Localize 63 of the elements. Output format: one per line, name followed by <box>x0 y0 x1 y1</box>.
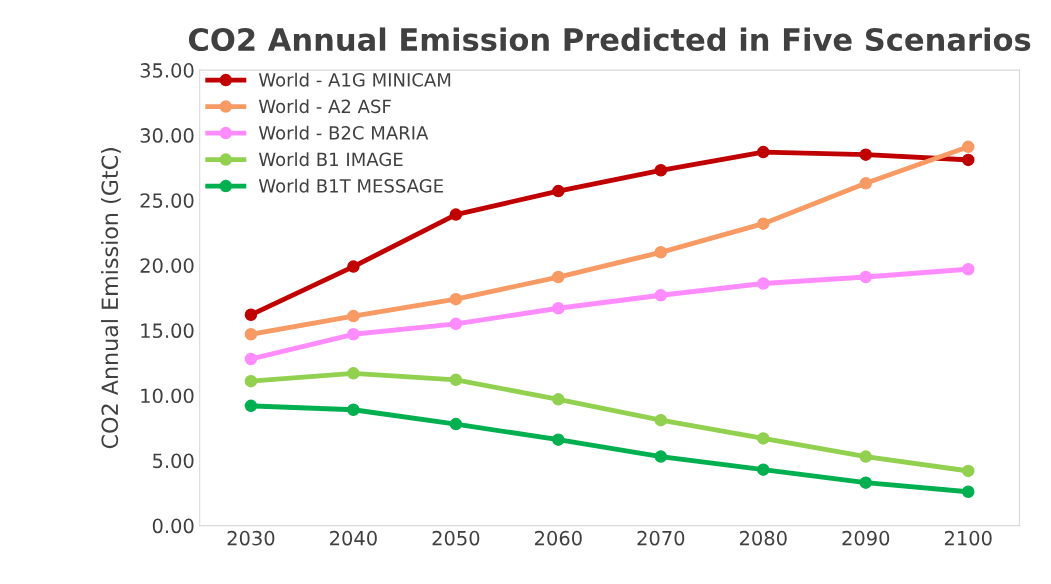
x-tick-label: 2100 <box>944 530 992 546</box>
point <box>757 432 770 445</box>
legend-label: World B1 IMAGE <box>258 152 403 167</box>
x-tick-label: 2070 <box>637 530 685 546</box>
legend-label: World - A2 ASF <box>258 99 391 114</box>
point <box>244 328 258 341</box>
point <box>859 476 873 489</box>
point <box>244 352 258 366</box>
point <box>859 148 873 161</box>
point <box>449 373 463 387</box>
point <box>757 145 770 159</box>
y-tick-label: 5.00 <box>153 453 194 469</box>
y-axis-title: CO2 Annual Emission (GtC) <box>100 148 121 449</box>
x-tick-label: 2090 <box>842 530 890 546</box>
point <box>961 140 975 154</box>
point <box>859 270 873 284</box>
point <box>244 399 258 413</box>
point <box>859 450 873 463</box>
point <box>552 184 565 198</box>
point <box>347 328 360 341</box>
point <box>552 393 565 406</box>
x-tick-label: 2030 <box>227 530 275 546</box>
y-tick-label: 25.00 <box>140 193 194 208</box>
x-tick-label: 2080 <box>739 530 787 546</box>
y-tick-label: 30.00 <box>140 128 194 143</box>
point <box>961 464 975 478</box>
point <box>757 217 770 230</box>
point <box>552 270 565 284</box>
chart-title: CO2 Annual Emission Predicted in Five Scenarios <box>188 27 1031 52</box>
point <box>347 309 360 323</box>
point <box>757 463 770 476</box>
x-tick-label: 2050 <box>432 530 480 546</box>
legend-label: World B1T MESSAGE <box>258 178 443 193</box>
point <box>961 485 975 499</box>
point <box>654 164 668 177</box>
y-tick-label: 20.00 <box>140 258 194 273</box>
point <box>961 153 975 167</box>
point <box>654 288 668 302</box>
x-tick-label: 2040 <box>330 530 377 546</box>
y-tick-label: 15.00 <box>141 323 194 339</box>
point <box>654 413 668 427</box>
point <box>859 177 873 190</box>
point <box>654 246 668 259</box>
point <box>347 367 360 380</box>
point <box>757 277 770 290</box>
point <box>449 292 463 306</box>
point <box>347 403 360 417</box>
point <box>347 260 360 273</box>
y-tick-label: 0.00 <box>152 518 194 534</box>
point <box>449 417 463 431</box>
legend-label: World - B2C MARIA <box>258 125 429 140</box>
point <box>961 262 975 276</box>
point <box>552 433 565 446</box>
point <box>552 302 565 315</box>
point <box>654 450 668 463</box>
point <box>244 308 258 322</box>
point <box>244 374 258 388</box>
y-tick-label: 35.00 <box>140 63 194 78</box>
x-tick-label: 2060 <box>535 530 582 546</box>
point <box>449 208 463 221</box>
legend-label: World - A1G MINICAM <box>258 72 451 87</box>
y-tick-label: 10.00 <box>141 388 194 404</box>
point <box>449 317 463 331</box>
